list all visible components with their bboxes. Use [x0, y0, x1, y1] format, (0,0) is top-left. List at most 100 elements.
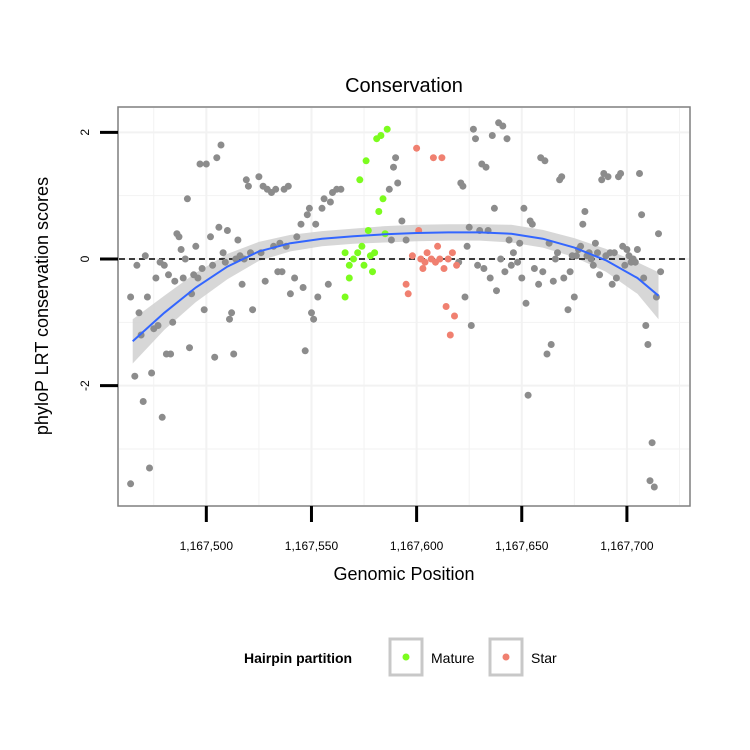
- point-star: [448, 249, 456, 257]
- point-other: [488, 132, 496, 139]
- point-other: [217, 141, 225, 149]
- point-other: [392, 154, 400, 162]
- point-other: [131, 372, 139, 380]
- point-other: [503, 135, 511, 143]
- point-other: [490, 204, 498, 212]
- point-other: [181, 255, 189, 263]
- point-star: [438, 154, 446, 162]
- point-other: [320, 195, 328, 203]
- point-other: [261, 277, 269, 285]
- x-tick-label: 1,167,650: [495, 539, 549, 553]
- y-tick-label: 0: [78, 255, 92, 262]
- point-other: [310, 315, 318, 323]
- point-star: [442, 303, 450, 310]
- point-star: [440, 265, 448, 272]
- point-other: [655, 230, 662, 238]
- point-other: [219, 249, 227, 257]
- point-other: [402, 236, 410, 244]
- point-other: [171, 277, 179, 285]
- point-other: [520, 204, 528, 212]
- point-other: [337, 185, 345, 193]
- point-other: [636, 170, 643, 177]
- point-other: [305, 204, 313, 212]
- point-other: [215, 223, 223, 231]
- point-other: [301, 347, 309, 355]
- point-mature: [360, 261, 368, 269]
- point-other: [570, 293, 578, 301]
- point-star: [429, 154, 437, 162]
- point-mature: [371, 249, 379, 257]
- point-other: [463, 242, 471, 250]
- smooth-line: [132, 231, 660, 343]
- x-axis-title: Genomic Position: [333, 564, 474, 584]
- point-other: [474, 261, 482, 269]
- point-other: [499, 122, 507, 130]
- point-other: [459, 182, 467, 190]
- point-other: [221, 258, 229, 266]
- point-other: [183, 195, 191, 203]
- point-other: [505, 236, 513, 244]
- point-other: [394, 179, 402, 187]
- point-other: [146, 464, 153, 472]
- point-other: [646, 477, 654, 485]
- point-mature: [377, 132, 385, 139]
- point-other: [543, 350, 551, 358]
- point-other: [154, 322, 162, 329]
- legend-label-mature: Mature: [431, 650, 475, 666]
- point-mature: [362, 157, 370, 165]
- point-other: [234, 236, 242, 244]
- y-tick-label: -2: [78, 380, 92, 391]
- point-other: [209, 261, 217, 269]
- point-other: [509, 249, 517, 257]
- point-other: [558, 173, 566, 181]
- point-other: [650, 483, 658, 491]
- point-other: [244, 182, 252, 190]
- point-other: [633, 246, 641, 253]
- point-other: [318, 204, 326, 212]
- point-other: [226, 315, 233, 323]
- point-other: [514, 258, 522, 266]
- point-other: [528, 220, 536, 228]
- point-other: [518, 274, 526, 282]
- point-other: [486, 274, 494, 282]
- point-other: [238, 280, 246, 288]
- point-other: [638, 211, 646, 219]
- point-other: [127, 480, 135, 488]
- point-other: [158, 413, 166, 421]
- point-other: [312, 220, 320, 228]
- point-other: [169, 318, 177, 326]
- point-star: [444, 255, 452, 263]
- point-other: [299, 284, 307, 291]
- point-other: [623, 246, 631, 253]
- data-points: [127, 119, 665, 491]
- point-star: [434, 242, 442, 250]
- point-other: [390, 163, 397, 171]
- point-other: [228, 309, 236, 317]
- point-other: [308, 309, 315, 317]
- point-other: [608, 280, 616, 288]
- point-other: [617, 170, 625, 177]
- point-other: [631, 258, 639, 266]
- axes: 1,167,500 1,167,550 1,167,600 1,167,650 1,16…: [78, 129, 654, 553]
- point-star: [451, 312, 458, 320]
- point-other: [165, 271, 172, 279]
- point-other: [242, 176, 250, 184]
- point-other: [591, 239, 599, 247]
- point-star: [404, 290, 412, 298]
- point-mature: [364, 227, 372, 234]
- point-other: [604, 173, 612, 181]
- point-other: [303, 211, 311, 219]
- smooth-curve: [132, 231, 660, 343]
- point-other: [642, 322, 650, 329]
- point-other: [249, 306, 257, 314]
- point-other: [223, 227, 231, 234]
- point-mature: [383, 125, 391, 133]
- point-mature: [369, 268, 376, 276]
- point-other: [143, 293, 151, 301]
- point-other: [272, 185, 280, 193]
- point-other: [148, 369, 156, 377]
- point-other: [480, 265, 488, 272]
- point-other: [469, 125, 477, 133]
- point-other: [547, 341, 555, 348]
